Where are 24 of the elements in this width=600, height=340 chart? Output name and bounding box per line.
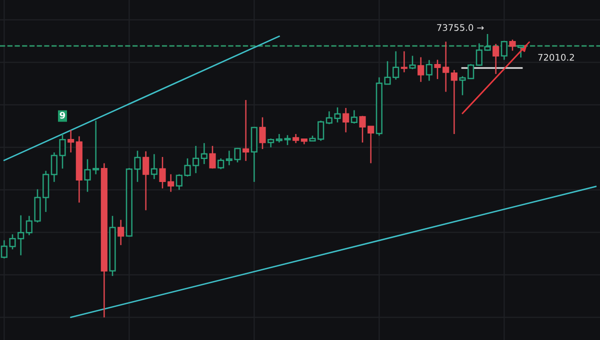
candlestick: [118, 219, 124, 246]
candlestick: [350, 110, 358, 124]
candlestick: [400, 50, 408, 73]
candlestick: [509, 39, 516, 52]
candlestick: [259, 116, 266, 150]
candlestick: [492, 43, 500, 75]
annotation: 9: [60, 112, 66, 119]
candlestick: [242, 99, 250, 162]
candlestick: [409, 55, 416, 70]
candlestick: [450, 69, 458, 135]
candlestick: [68, 129, 74, 154]
text: 73755.0 →: [437, 24, 484, 31]
candlestick: [218, 158, 224, 170]
candlestick: [426, 59, 432, 82]
candlestick: [518, 44, 524, 58]
annotation: 72010.2: [538, 54, 574, 61]
candlestick: [342, 107, 350, 133]
candlestick: [200, 142, 208, 165]
candlestick: [418, 56, 424, 83]
candlestick: [209, 145, 216, 170]
candlestick: [292, 133, 300, 144]
candlestick: [142, 150, 150, 211]
candlestick: [500, 40, 508, 60]
candlestick: [150, 154, 158, 180]
